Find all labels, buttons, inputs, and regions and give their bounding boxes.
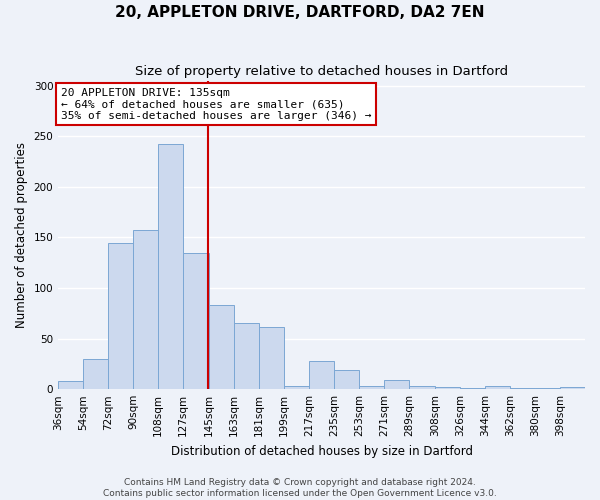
Bar [309,361,334,389]
Bar [209,305,234,389]
Title: Size of property relative to detached houses in Dartford: Size of property relative to detached ho… [135,65,508,78]
Text: Contains HM Land Registry data © Crown copyright and database right 2024.
Contai: Contains HM Land Registry data © Crown c… [103,478,497,498]
Bar [83,359,108,389]
Bar [560,387,585,389]
Bar [334,370,359,389]
Bar [384,380,409,389]
Bar [284,386,309,389]
Bar [510,388,535,389]
Text: 20 APPLETON DRIVE: 135sqm
← 64% of detached houses are smaller (635)
35% of semi: 20 APPLETON DRIVE: 135sqm ← 64% of detac… [61,88,371,121]
Bar [158,144,183,389]
Bar [485,386,510,389]
Bar [460,388,485,389]
Bar [108,244,133,389]
X-axis label: Distribution of detached houses by size in Dartford: Distribution of detached houses by size … [170,444,473,458]
Bar [234,324,259,389]
Bar [435,387,460,389]
Bar [259,328,284,389]
Y-axis label: Number of detached properties: Number of detached properties [15,142,28,328]
Bar [58,381,83,389]
Text: 20, APPLETON DRIVE, DARTFORD, DA2 7EN: 20, APPLETON DRIVE, DARTFORD, DA2 7EN [115,5,485,20]
Bar [133,230,158,389]
Bar [409,386,435,389]
Bar [183,252,209,389]
Bar [359,386,384,389]
Bar [535,388,560,389]
